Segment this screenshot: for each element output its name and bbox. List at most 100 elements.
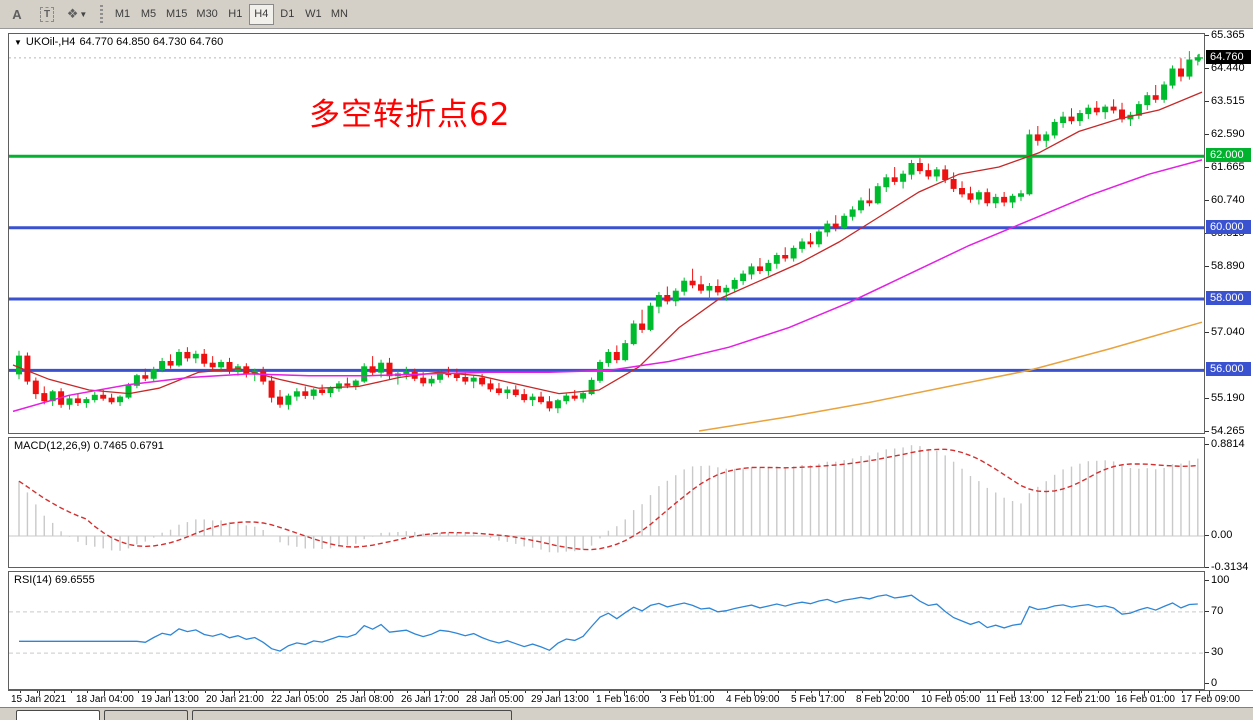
date-minor-tick	[289, 691, 290, 693]
axis-tick	[1205, 233, 1209, 235]
timeframe-d1[interactable]: D1	[280, 8, 295, 20]
axis-tick	[1205, 535, 1209, 536]
date-label: 16 Feb 01:00	[1116, 694, 1175, 705]
axis-tick	[1205, 398, 1209, 400]
date-axis: 15 Jan 2021 18 Jan 04:00 19 Jan 13:00 20 Ja…	[8, 690, 1253, 707]
date-label: 3 Feb 01:00	[661, 694, 715, 705]
date-minor-tick	[559, 691, 560, 693]
timeframe-h4[interactable]: H4	[248, 3, 274, 25]
date-minor-tick	[828, 691, 829, 693]
date-minor-tick	[54, 691, 55, 693]
date-minor-tick	[761, 691, 762, 693]
date-tick	[624, 691, 625, 696]
date-minor-tick	[121, 691, 122, 693]
date-minor-tick	[424, 691, 425, 693]
timeframe-h1[interactable]: H1	[228, 8, 243, 20]
date-minor-tick	[593, 691, 594, 693]
shapes-tool[interactable]: ❖ ▼	[64, 3, 90, 25]
text-label-tool[interactable]: A	[4, 3, 30, 25]
date-minor-tick	[205, 691, 206, 693]
date-tick	[1014, 691, 1015, 696]
date-minor-tick	[1182, 691, 1183, 693]
date-minor-tick	[1115, 691, 1116, 693]
timeframe-m30[interactable]: M30	[196, 8, 218, 20]
chevron-down-icon[interactable]: ▼	[14, 37, 22, 47]
date-minor-tick	[576, 691, 577, 693]
price-badge: 56.000	[1206, 362, 1251, 377]
date-minor-tick	[609, 691, 610, 693]
axis-tick	[1205, 167, 1209, 169]
date-label: 29 Jan 13:00	[531, 694, 589, 705]
axis-tick	[1205, 101, 1209, 103]
macd-tick-label: -0.3134	[1211, 561, 1249, 574]
date-label: 10 Feb 05:00	[921, 694, 980, 705]
axis-tick	[1205, 431, 1209, 433]
date-tick	[949, 691, 950, 696]
price-tick-label: 57.040	[1211, 326, 1245, 339]
price-badge: 58.000	[1206, 291, 1251, 306]
date-minor-tick	[138, 691, 139, 693]
price-tick-label: 64.440	[1211, 62, 1245, 75]
date-tick	[169, 691, 170, 696]
date-tick	[234, 691, 235, 696]
macd-tick-label: 0.00	[1211, 529, 1233, 541]
date-minor-tick	[508, 691, 509, 693]
date-tick	[494, 691, 495, 696]
timeframe-m15[interactable]: M15	[166, 8, 188, 20]
timeframe-m5[interactable]: M5	[140, 8, 157, 20]
macd-panel[interactable]: MACD(12,26,9) 0.7465 0.6791	[8, 437, 1205, 568]
date-minor-tick	[626, 691, 627, 693]
date-minor-tick	[1014, 691, 1015, 693]
date-tick	[1079, 691, 1080, 696]
date-minor-tick	[1047, 691, 1048, 693]
rsi-tick-label: 30	[1211, 646, 1224, 659]
date-minor-tick	[710, 691, 711, 693]
date-tick	[299, 691, 300, 696]
timeframe-m1[interactable]: M1	[114, 8, 131, 20]
chart-title: ▼ UKOil-,H4 64.770 64.850 64.730 64.760	[14, 36, 223, 48]
date-minor-tick	[879, 691, 880, 693]
date-label: 8 Feb 20:00	[856, 694, 910, 705]
date-minor-tick	[492, 691, 493, 693]
chart-tab-1[interactable]	[16, 710, 100, 720]
date-tick	[819, 691, 820, 696]
date-label: 20 Jan 21:00	[206, 694, 264, 705]
date-minor-tick	[323, 691, 324, 693]
chart-tab-3[interactable]	[192, 710, 512, 720]
axis-tick	[1205, 444, 1209, 446]
date-minor-tick	[946, 691, 947, 693]
price-badge: 60.000	[1206, 219, 1251, 234]
text-box-tool-icon: T	[39, 6, 55, 22]
toolbar-separator	[98, 3, 105, 25]
axis-tick	[1205, 567, 1209, 569]
date-minor-tick	[104, 691, 105, 693]
timeframe-w1[interactable]: W1	[305, 8, 322, 20]
chart-tab-2[interactable]	[104, 710, 188, 720]
price-tick-label: 58.890	[1211, 260, 1245, 273]
timeframe-mn[interactable]: MN	[330, 8, 348, 20]
date-minor-tick	[660, 691, 661, 693]
date-minor-tick	[643, 691, 644, 693]
text-label-tool-icon: A	[12, 6, 22, 22]
date-tick	[884, 691, 885, 696]
date-minor-tick	[441, 691, 442, 693]
rsi-tick-label: 100	[1211, 574, 1230, 586]
date-label: 4 Feb 09:00	[726, 694, 780, 705]
axis-tick	[1205, 266, 1209, 268]
date-tick	[1209, 691, 1210, 696]
rsi-panel[interactable]: RSI(14) 69.6555	[8, 571, 1205, 690]
date-minor-tick	[273, 691, 274, 693]
macd-tick-label: 0.8814	[1211, 438, 1245, 451]
axis-tick	[1205, 68, 1209, 70]
date-tick	[364, 691, 365, 696]
date-minor-tick	[694, 691, 695, 693]
price-chart-panel[interactable]: ▼ UKOil-,H4 64.770 64.850 64.730 64.760 …	[8, 33, 1205, 434]
date-label: 28 Jan 05:00	[466, 694, 524, 705]
date-label: 26 Jan 17:00	[401, 694, 459, 705]
text-box-tool[interactable]: T	[34, 3, 60, 25]
drawing-tools: A T ❖ ▼	[0, 3, 90, 25]
chart-window: ▼ UKOil-,H4 64.770 64.850 64.730 64.760 …	[0, 29, 1253, 720]
date-minor-tick	[980, 691, 981, 693]
date-minor-tick	[727, 691, 728, 693]
price-badge: 62.000	[1206, 148, 1251, 163]
